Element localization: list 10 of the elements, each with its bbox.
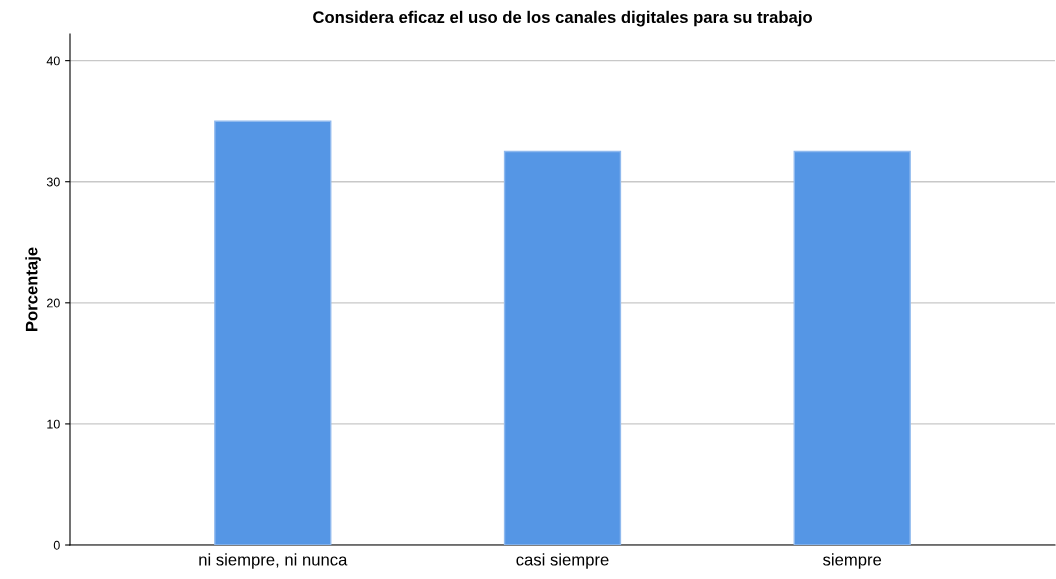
y-tick-label: 40 bbox=[46, 56, 60, 66]
y-axis-title: Porcentaje bbox=[25, 247, 41, 331]
y-tick-label: 30 bbox=[46, 177, 60, 187]
y-tick-label: 10 bbox=[47, 419, 60, 429]
y-tick-label: 20 bbox=[47, 298, 60, 308]
x-tick-label: siempre bbox=[823, 553, 882, 569]
y-tick-label: 0 bbox=[53, 540, 60, 550]
x-tick-label: ni siempre, ni nunca bbox=[199, 553, 348, 569]
x-tick-label: casi siempre bbox=[516, 553, 609, 569]
chart-title: Considera eficaz el uso de los canales digitales para su trabajo bbox=[313, 10, 812, 27]
